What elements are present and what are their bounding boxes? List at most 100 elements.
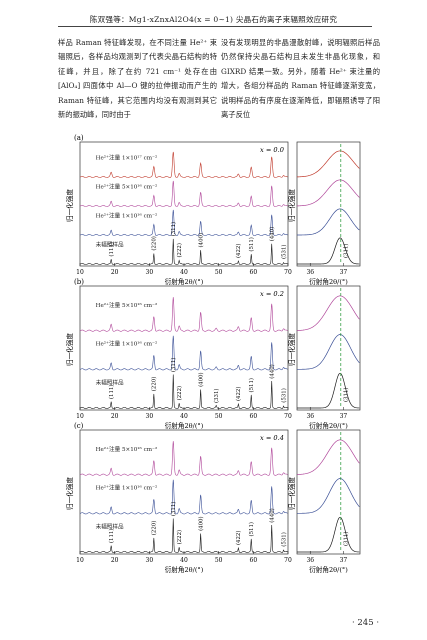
main-xtick-label: 30 [146,269,154,276]
peak-index-label: (422) [235,531,242,546]
xrd-trace-blue [79,335,288,371]
zoom-xtick-label: 36 [306,269,314,276]
peak-index-label: (511) [248,237,255,252]
peak-index-label: (511) [248,378,255,393]
trace-label: He²⁺注量 1×10¹⁶ cm⁻² [96,340,158,348]
peak-index-label: (331) [213,389,220,404]
xlabel-zoom: 衍射角2θ/(°) [309,277,348,286]
xrd-trace-black [79,238,288,265]
zoom-trace-magenta [296,179,360,207]
peak-index-label: (440) [269,364,276,379]
peak-index-label: (222) [176,530,183,545]
trace-label: 未辐照样品 [96,240,124,248]
ylabel-main: 归一化强度 [65,477,74,510]
page-number: · 245 · [352,618,380,628]
zoom-xtick-label: 36 [306,413,314,420]
peak-index-label: (311) [170,222,177,237]
xrd-trace-black [79,518,288,553]
main-xtick-label: 20 [111,557,119,564]
main-xtick-label: 30 [146,557,154,564]
main-xtick-label: 60 [250,269,258,276]
zoom-plot-frame [296,285,361,411]
peak-index-label: (222) [176,243,183,258]
main-xtick-label: 50 [215,269,223,276]
xlabel-main: 衍射角2θ/(°) [165,421,204,430]
main-xtick-label: 10 [76,557,84,564]
trace-label: He²⁺注量 1×10¹⁷ cm⁻² [96,153,158,161]
peak-index-label: (422) [235,387,242,402]
trace-label: He²⁺注量 1×10¹⁶ cm⁻² [96,211,158,219]
peak-index-label: (422) [235,244,242,259]
zoom-plot-frame [296,429,361,555]
body-text-left-column: 样品 Raman 特征峰发现，在不同注量 He²⁺ 束辐照后，各样品均观测到了代… [58,36,217,122]
peak-index-label: (531) [280,532,287,547]
main-xtick-label: 60 [250,413,258,420]
ylabel-main: 归一化强度 [65,189,74,222]
panel-letter: (c) [74,422,84,430]
peak-index-label: (400) [197,372,204,387]
trace-label: 未辐照样品 [96,522,124,530]
zoom-xtick-label: 36 [306,557,314,564]
trace-label: He²⁺注量 5×10¹⁶ cm⁻² [96,301,158,309]
trace-label: He²⁺注量 5×10¹⁶ cm⁻² [96,182,158,190]
composition-label: x = 0.0 [260,146,284,154]
zoom-peak-label: (311) [342,388,349,403]
main-xtick-label: 20 [111,413,119,420]
zoom-peak-label: (311) [342,532,349,547]
body-text-right-column: 没有发现明显的非晶漫散射峰，说明辐照后样品仍然保持尖晶石结构且未发生非晶化现象，… [221,36,380,122]
header-rule [58,26,372,27]
main-xtick-label: 70 [284,413,292,420]
xrd-trace-magenta [79,297,288,332]
xlabel-zoom: 衍射角2θ/(°) [309,421,348,430]
peak-index-label: (440) [269,227,276,242]
peak-index-label: (400) [197,516,204,531]
peak-index-label: (311) [170,502,177,517]
main-xtick-label: 10 [76,413,84,420]
xrd-trace-black [79,374,288,409]
peak-index-label: (400) [197,233,204,248]
zoom-peak-label: (311) [342,244,349,259]
peak-index-label: (440) [269,508,276,523]
panel-letter: (b) [74,278,84,286]
main-xtick-label: 20 [111,269,119,276]
trace-label: 未辐照样品 [96,378,124,386]
peak-index-label: (220) [151,521,158,536]
zoom-trace-blue [296,478,360,514]
main-xtick-label: 40 [180,413,188,420]
trace-label: He²⁺注量 1×10¹⁶ cm⁻² [96,484,158,492]
peak-index-label: (311) [170,358,177,373]
trace-label: He²⁺注量 5×10¹⁶ cm⁻² [96,445,158,453]
peak-index-label: (511) [248,522,255,537]
peak-index-label: (111) [108,385,115,400]
xrd-trace-blue [79,479,288,515]
zoom-trace-blue [296,334,360,370]
zoom-trace-red [296,150,360,178]
main-xtick-label: 70 [284,269,292,276]
composition-label: x = 0.2 [260,290,284,298]
xrd-trace-magenta [79,441,288,476]
zoom-xtick-label: 37 [340,413,348,420]
zoom-trace-black [297,516,360,553]
main-xtick-label: 50 [215,413,223,420]
running-header: 陈双强等：Mg1-xZnxAl2O4(x = 0~1) 尖晶石的离子束辐照效应研… [89,15,338,24]
main-xtick-label: 30 [146,413,154,420]
zoom-plot-frame [296,141,361,267]
peak-index-label: (111) [108,242,115,257]
main-xtick-label: 10 [76,269,84,276]
zoom-xtick-label: 37 [340,557,348,564]
xlabel-main: 衍射角2θ/(°) [165,277,204,286]
main-xtick-label: 40 [180,557,188,564]
xlabel-main: 衍射角2θ/(°) [165,565,204,574]
ylabel-zoom: 归一化强度 [287,333,296,366]
xrd-trace-blue [79,209,288,236]
ylabel-zoom: 归一化强度 [287,477,296,510]
zoom-trace-black [297,372,360,409]
main-xtick-label: 70 [284,557,292,564]
zoom-trace-black [297,237,360,265]
composition-label: x = 0.4 [260,434,284,442]
peak-index-label: (222) [176,386,183,401]
